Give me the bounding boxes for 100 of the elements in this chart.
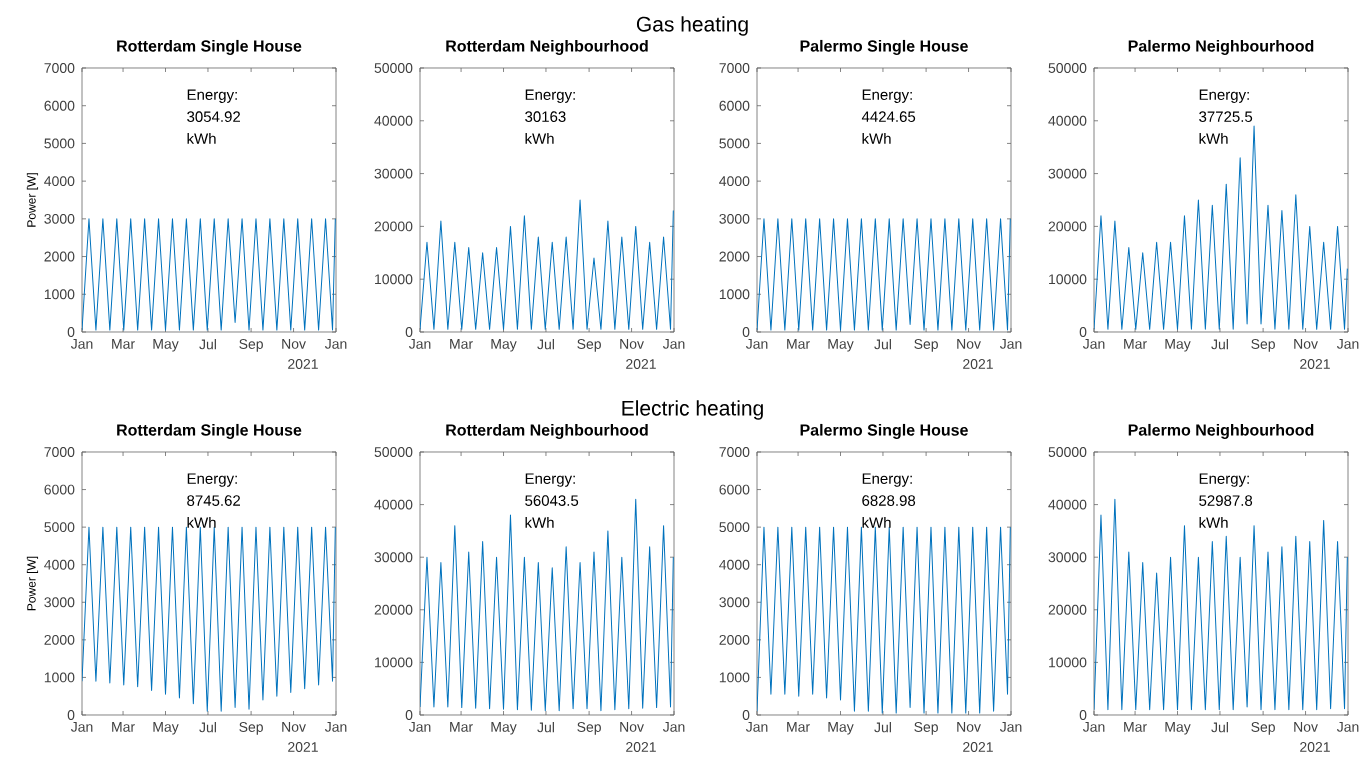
x-tick-label: May [828,339,854,352]
y-axis-title: Power [W] [26,173,39,227]
y-tick-label: 1000 [719,672,750,683]
x-tick-label: Jan [70,339,93,349]
y-tick-label: 20000 [1048,221,1087,232]
annotation: Energy: 6828.98 kWh [862,473,916,528]
y-tick-label: 6000 [44,100,75,111]
x-tick-label: Jan [324,339,347,349]
x-tick-label: May [153,722,179,735]
x-tick-label: Jul [537,339,554,350]
y-tick-label: 4000 [719,176,750,187]
x-tick-label: Jul [537,722,554,733]
x-tick-label: Mar [1124,339,1147,349]
x-tick-label: Sep [914,722,938,735]
x-tick-label: Sep [239,722,263,735]
text: Electric heating [622,400,763,420]
line-series [1094,125,1348,330]
x-tick-label: Nov [957,339,981,349]
x-axis-title: 2021 [963,359,993,369]
y-tick-label: 5000 [44,138,75,149]
x-tick-label: Mar [112,339,135,349]
x-tick-label: Nov [957,722,981,732]
x-tick-label: Nov [1294,722,1318,732]
y-tick-label: 3000 [719,213,750,224]
annotation: Energy: 30163 kWh [525,89,575,144]
y-tick-label: 40000 [1048,115,1087,126]
y-tick-label: 1000 [719,289,750,300]
x-tick-label: Jul [1211,339,1228,350]
y-tick-label: 0 [405,710,413,720]
x-tick-label: Sep [577,339,601,352]
x-axis-title: 2021 [288,742,318,752]
x-tick-label: Nov [620,339,644,349]
y-tick-label: 20000 [1048,604,1087,615]
y-tick-label: 6000 [44,484,75,495]
chart-title: Rotterdam Neighbourhood [446,39,648,55]
y-tick-label: 0 [405,327,413,337]
x-tick-label: Jan [408,339,431,349]
x-axis-title: 2021 [1300,742,1330,752]
y-tick-label: 0 [1079,327,1087,337]
y-tick-label: 1000 [44,672,75,683]
y-tick-label: 3000 [44,597,75,608]
y-tick-label: 50000 [374,63,413,73]
y-tick-label: 3000 [44,213,75,224]
line-series [757,526,1011,714]
annotation: Energy: 3054.92 kWh [187,89,241,144]
y-tick-label: 10000 [375,657,413,668]
y-tick-label: 7000 [719,447,750,457]
y-tick-label: 7000 [44,447,75,457]
chart-title: Rotterdam Single House [117,39,302,55]
x-tick-label: Jan [1336,339,1359,349]
x-tick-label: Nov [282,722,306,732]
annotation: Energy: 4424.65 kWh [861,89,916,144]
y-tick-label: 10000 [375,274,413,285]
y-tick-label: 7000 [719,63,750,73]
x-tick-label: Jan [999,339,1022,349]
x-tick-label: Jan [324,722,347,732]
chart-title: Palermo Single House [800,423,968,439]
x-tick-label: Sep [914,339,938,352]
x-tick-label: Nov [282,339,306,349]
x-tick-label: Mar [112,722,135,732]
x-tick-label: Jan [999,722,1022,732]
y-tick-label: 3000 [719,597,750,608]
chart-title: Palermo Single House [800,39,968,55]
y-tick-label: 40000 [374,499,413,510]
y-tick-label: 0 [742,327,750,337]
y-tick-label: 20000 [374,604,413,615]
y-tick-label: 2000 [719,634,750,645]
x-tick-label: Jan [70,722,93,732]
x-tick-label: May [491,722,517,735]
chart-title: Palermo Neighbourhood [1128,39,1314,55]
y-tick-label: 4000 [44,176,75,187]
line-series [420,199,674,330]
y-tick-label: 6000 [719,100,750,111]
y-tick-label: 2000 [44,634,75,645]
x-axis-title: 2021 [626,742,656,752]
x-tick-label: Jan [662,722,685,732]
x-tick-label: Mar [450,722,473,732]
x-tick-label: Jan [408,722,431,732]
x-tick-label: Jan [1336,722,1359,732]
chart-title: Rotterdam Single House [117,423,302,439]
x-tick-label: Jul [874,339,891,350]
x-tick-label: Jan [1082,339,1105,349]
x-tick-label: Jan [745,339,768,349]
y-tick-label: 7000 [44,63,75,73]
x-tick-label: Sep [577,722,601,735]
y-tick-label: 5000 [44,522,75,533]
x-tick-label: Jul [1211,722,1228,733]
x-tick-label: May [153,339,179,352]
x-tick-label: May [828,722,854,735]
x-tick-label: Sep [239,339,263,352]
annotation: Energy: 8745.62 kWh [187,473,241,528]
y-axis-title: Power [W] [26,556,39,611]
y-tick-label: 2000 [719,251,750,262]
x-tick-label: Jul [199,722,216,733]
x-tick-label: May [1165,339,1191,352]
x-axis-title: 2021 [963,742,993,752]
y-tick-label: 0 [742,710,750,720]
y-tick-label: 10000 [1049,657,1087,668]
x-axis-title: 2021 [1300,359,1330,369]
x-tick-label: Jan [662,339,685,349]
